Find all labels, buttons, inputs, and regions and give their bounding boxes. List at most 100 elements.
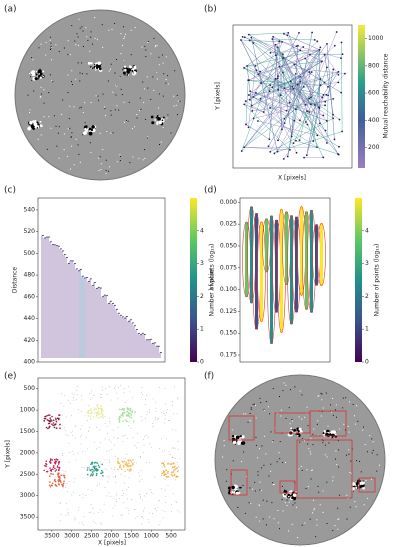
magnetogram-speck <box>226 469 228 471</box>
tree-node <box>299 76 302 78</box>
magnetogram-speck <box>313 499 315 501</box>
cluster-point <box>62 485 64 488</box>
tree-edge <box>241 41 283 152</box>
noise-point <box>65 416 67 418</box>
noise-point <box>158 387 160 389</box>
noise-point <box>152 398 154 400</box>
tree-edge <box>249 78 278 101</box>
tree-node <box>276 77 279 80</box>
active-region <box>95 69 97 72</box>
noise-point <box>68 480 70 482</box>
cluster-point <box>52 422 55 424</box>
magnetogram-speck <box>332 476 334 478</box>
magnetogram-speck <box>268 475 270 477</box>
tree-node <box>283 117 286 120</box>
magnetogram-speck <box>71 145 73 147</box>
tree-node <box>304 121 307 123</box>
cluster-point <box>97 416 100 419</box>
noise-point <box>161 438 163 440</box>
noise-point <box>127 421 129 423</box>
magnetogram-speck <box>81 62 83 64</box>
magnetogram-speck <box>123 38 125 40</box>
magnetogram-speck <box>107 80 109 82</box>
active-region <box>291 496 295 500</box>
tree-node <box>274 54 277 57</box>
tree-node <box>332 117 335 120</box>
active-region <box>230 491 233 495</box>
tick-label: 2500 <box>20 471 35 478</box>
tick-label: 500 <box>24 250 36 257</box>
tree-node <box>252 42 255 44</box>
noise-point <box>111 449 113 451</box>
magnetogram-speck <box>348 453 350 455</box>
tree-edge <box>243 67 285 89</box>
cluster-point <box>95 461 97 464</box>
noise-point <box>161 510 163 511</box>
active-region <box>33 70 36 73</box>
magnetogram-speck <box>81 73 83 75</box>
panel-label: (e) <box>4 372 17 382</box>
magnetogram-speck <box>263 410 265 412</box>
noise-point <box>121 436 123 438</box>
cluster-point <box>170 473 173 476</box>
magnetogram-speck <box>86 36 88 38</box>
noise-point <box>62 453 63 454</box>
cluster-point <box>95 468 98 470</box>
magnetogram-speck <box>58 51 60 53</box>
magnetogram-speck <box>170 132 172 134</box>
magnetogram-speck <box>165 82 167 84</box>
tree-edge <box>250 91 327 121</box>
active-region <box>34 77 38 81</box>
magnetogram-speck <box>158 64 160 66</box>
noise-point <box>73 453 75 455</box>
noise-point <box>174 447 176 449</box>
magnetogram-speck <box>272 441 274 443</box>
magnetogram-speck <box>75 78 77 80</box>
noise-point <box>82 497 84 499</box>
noise-point <box>146 394 148 396</box>
active-region <box>35 73 38 76</box>
tree-node <box>337 70 340 73</box>
magnetogram-speck <box>249 420 251 422</box>
noise-point <box>157 500 159 502</box>
noise-point <box>78 409 79 411</box>
tree-edge <box>244 104 264 113</box>
magnetogram-speck <box>272 483 274 485</box>
tree-node <box>254 64 257 67</box>
cluster-point <box>55 460 58 463</box>
noise-point <box>161 474 162 476</box>
magnetogram-speck <box>49 48 51 50</box>
active-region <box>235 435 240 440</box>
magnetogram-speck <box>31 57 33 59</box>
magnetogram-speck <box>301 469 303 471</box>
cluster-point <box>102 416 104 419</box>
tree-node <box>289 80 292 83</box>
tree-edge <box>253 96 285 124</box>
magnetogram-speck <box>362 426 364 428</box>
noise-point <box>109 421 111 422</box>
magnetogram-speck <box>91 43 93 45</box>
noise-point <box>139 494 141 495</box>
magnetogram-speck <box>249 487 251 489</box>
magnetogram-speck <box>338 428 340 430</box>
noise-point <box>167 484 169 486</box>
cluster-point <box>89 469 91 471</box>
noise-point <box>114 504 116 506</box>
magnetogram-speck <box>29 73 31 75</box>
magnetogram-speck <box>162 62 164 64</box>
tree-edge <box>245 124 270 140</box>
cluster-point <box>63 474 66 477</box>
magnetogram-speck <box>55 44 57 46</box>
noise-point <box>91 490 93 491</box>
magnetogram-speck <box>56 145 58 147</box>
noise-point <box>179 458 181 460</box>
noise-point <box>99 429 101 431</box>
tick-label: 420 <box>24 337 36 344</box>
noise-point <box>74 426 76 427</box>
cluster-point <box>162 471 165 474</box>
cluster-point <box>91 474 94 477</box>
magnetogram-speck <box>77 36 79 38</box>
tree-edge <box>248 34 283 55</box>
magnetogram-speck <box>289 423 291 425</box>
cluster-point <box>119 464 122 466</box>
